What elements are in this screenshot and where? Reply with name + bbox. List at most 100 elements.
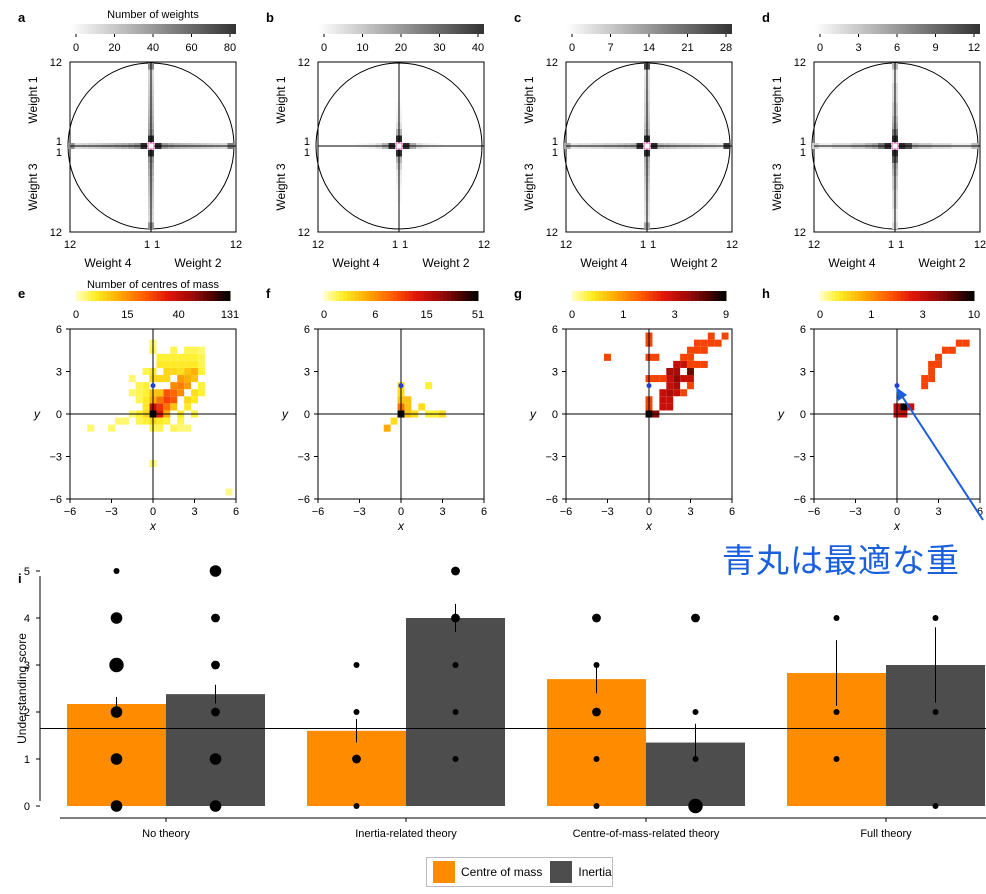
- panel-label: d: [762, 10, 770, 25]
- colorbar-segment: [324, 291, 329, 301]
- data-point: [688, 798, 703, 814]
- data-point: [211, 707, 220, 717]
- colorbar-segment: [137, 291, 142, 301]
- centre-of-mass-cell: [700, 360, 708, 368]
- tick-label-left-outer: 12: [560, 239, 572, 251]
- colorbar-segment: [954, 291, 960, 301]
- colorbar-tick-label: 10: [968, 309, 980, 321]
- centre-of-mass-cell: [184, 382, 192, 390]
- x-tick-label: Centre-of-mass-related theory: [573, 828, 720, 840]
- colorbar-segment: [187, 291, 192, 301]
- centre-of-mass-cell: [687, 360, 694, 368]
- x-axis-label: x: [645, 519, 653, 533]
- colorbar-segment: [827, 291, 833, 301]
- centre-of-mass-cell: [962, 339, 970, 347]
- colorbar-segment: [625, 291, 631, 301]
- colorbar-segment: [691, 291, 696, 301]
- centre-of-mass-cell: [177, 382, 185, 390]
- colorbar-tick-label: 0: [73, 309, 79, 321]
- colorbar-segment: [935, 291, 940, 301]
- centre-of-mass-cell: [163, 396, 171, 404]
- colorbar-segment: [618, 291, 623, 301]
- x-axis-label: x: [893, 519, 901, 533]
- centre-of-mass-cell: [673, 360, 681, 368]
- centre-of-mass-cell: [191, 360, 198, 368]
- centre-of-mass-cell: [659, 389, 667, 397]
- centre-of-mass-cell: [941, 346, 949, 354]
- data-point: [109, 657, 124, 673]
- centre-of-mass-cell: [687, 382, 694, 390]
- x-tick-label: −3: [105, 506, 118, 518]
- axis-label-right: Weight 2: [174, 256, 221, 270]
- panel-label: a: [18, 10, 26, 25]
- tick-label-left-inner: 1: [392, 239, 398, 251]
- colorbar-segment: [87, 291, 92, 301]
- centre-of-mass-cell: [707, 332, 715, 340]
- centre-of-mass-cell: [687, 346, 694, 354]
- centre-of-mass-cell: [680, 389, 688, 397]
- centre-of-mass-cell: [197, 367, 205, 376]
- optimal-weight-marker: [395, 142, 403, 150]
- colorbar-segment: [408, 291, 414, 301]
- y-tick-label: −3: [545, 452, 558, 464]
- data-point: [692, 709, 699, 715]
- y-axis-label: Understanding score: [15, 633, 29, 744]
- tick-label-left-outer: 12: [808, 239, 820, 251]
- colorbar-segment: [835, 291, 840, 301]
- colorbar-tick-label: 15: [421, 309, 433, 321]
- colorbar-title: Number of weights: [107, 9, 199, 21]
- centre-of-mass-cell: [170, 353, 178, 361]
- colorbar-segment: [966, 291, 971, 301]
- data-point: [110, 706, 123, 718]
- tick-label-left-inner: 1: [144, 239, 150, 251]
- y-tick-label: 3: [552, 367, 558, 379]
- colorbar-segment: [470, 291, 475, 301]
- colorbar-segment: [462, 291, 467, 301]
- annotation-text: 青丸は最適な重: [722, 541, 960, 580]
- x-tick-label: 6: [233, 506, 239, 518]
- centre-of-mass-cell: [177, 375, 185, 383]
- colorbar-segment: [374, 291, 379, 301]
- axis-label-down: Weight 3: [770, 163, 784, 210]
- colorbar-segment: [466, 291, 471, 301]
- centre-of-mass-cell: [184, 396, 192, 404]
- x-tick-label: 6: [729, 506, 735, 518]
- centre-of-mass-cell: [177, 353, 185, 361]
- centre-of-mass-cell: [948, 346, 956, 354]
- centre-of-mass-cell: [197, 353, 205, 361]
- colorbar-segment: [920, 291, 925, 301]
- colorbar-segment: [645, 291, 650, 301]
- centre-of-mass-cell: [225, 488, 233, 496]
- data-point: [593, 662, 600, 668]
- centre-of-mass-cell: [673, 367, 681, 376]
- colorbar-segment: [897, 291, 902, 301]
- colorbar-segment: [823, 291, 829, 301]
- centre-of-mass-cell: [693, 360, 701, 368]
- colorbar-segment: [710, 291, 715, 301]
- colorbar-tick-label: 0: [73, 42, 79, 54]
- colorbar-segment: [222, 291, 227, 301]
- colorbar-segment: [91, 291, 96, 301]
- centre-of-mass-cell: [687, 375, 694, 383]
- centre-of-mass-cell: [666, 403, 674, 411]
- colorbar-segment: [598, 291, 604, 301]
- data-point: [452, 709, 459, 715]
- colorbar-segment: [191, 291, 196, 301]
- centre-of-mass-cell: [680, 353, 688, 361]
- colorbar-segment: [203, 291, 208, 301]
- colorbar-segment: [633, 291, 638, 301]
- colorbar-tick-label: 131: [221, 309, 239, 321]
- centre-of-mass-cell: [108, 424, 115, 432]
- colorbar-segment: [435, 291, 440, 301]
- panel-label: i: [18, 571, 22, 586]
- y-tick-label: −6: [49, 494, 62, 506]
- colorbar-segment: [939, 291, 944, 301]
- colorbar-segment: [126, 291, 131, 301]
- colorbar-segment: [149, 291, 154, 301]
- tick-label-right-inner: 1: [650, 239, 656, 251]
- y-tick-label: 0: [304, 409, 310, 421]
- x-tick-label: 3: [439, 506, 445, 518]
- colorbar-tick-label: 21: [681, 42, 693, 54]
- colorbar-segment: [404, 291, 410, 301]
